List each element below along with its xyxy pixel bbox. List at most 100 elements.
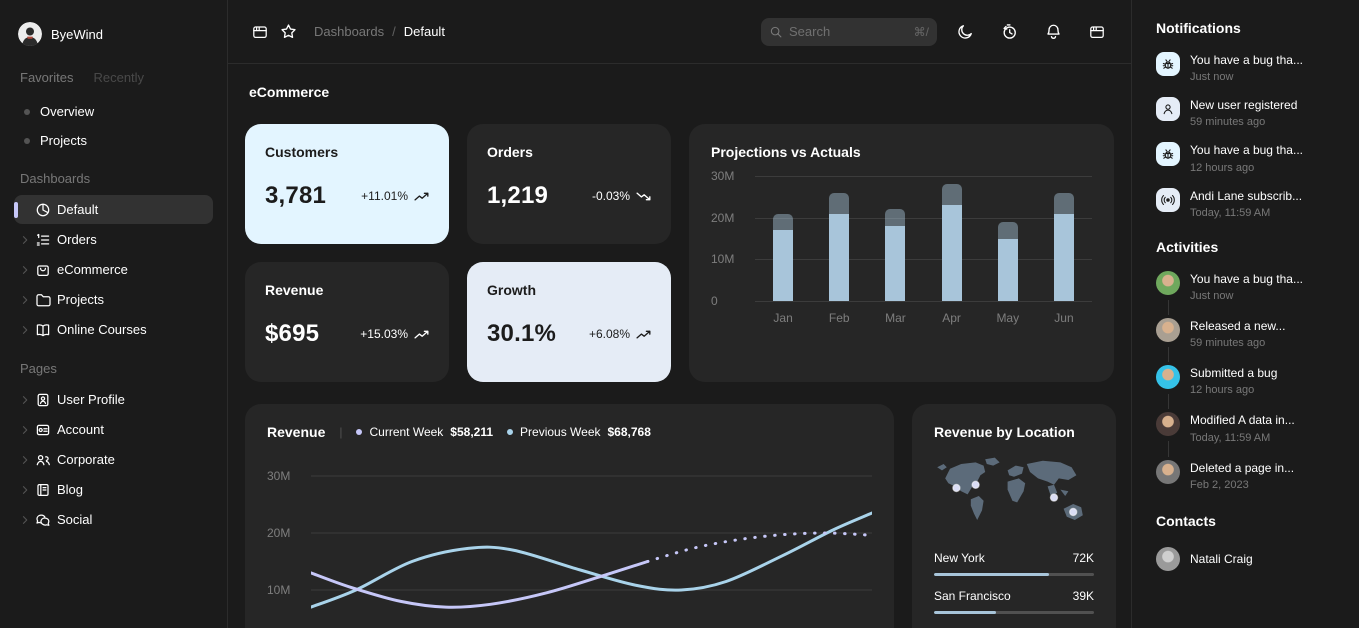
activity-item[interactable]: Modified A data in... Today, 11:59 AM [1146,408,1345,457]
sidebar-toggle-button[interactable] [246,18,274,46]
notification-title: You have a bug tha... [1190,143,1303,158]
stat-card-growth[interactable]: Growth 30.1% +6.08% [467,262,671,382]
sidebar-item-user-profile[interactable]: User Profile [14,385,213,414]
search-box[interactable]: ⌘/ [761,17,937,46]
breadcrumb-current[interactable]: Default [403,24,445,39]
notifications-list: You have a bug tha... Just now New user re… [1146,48,1345,229]
trend-down-icon [636,192,651,201]
x-axis-label: Jan [773,311,793,325]
notification-text: Andi Lane subscrib... Today, 11:59 AM [1190,188,1302,219]
activity-item[interactable]: Deleted a page in... Feb 2, 2023 [1146,456,1345,503]
activities-title: Activities [1156,238,1219,255]
legend-dot-current [356,429,363,435]
sidebar-item-default[interactable]: Default [14,195,213,224]
notification-time: 12 hours ago [1190,161,1255,174]
activity-text: Modified A data in... Today, 11:59 AM [1190,412,1295,443]
sidebar-item-orders[interactable]: Orders [14,225,213,254]
bullet-dot-icon [24,137,30,144]
right-panel-toggle-button[interactable] [1083,18,1111,46]
sidebar-item-overview[interactable]: Overview [14,97,213,126]
list-numbered-icon [35,232,51,248]
activity-item[interactable]: Released a new... 59 minutes ago [1146,314,1345,363]
breadcrumb: Dashboards / Default [314,24,445,39]
bar-projection-segment [941,184,962,206]
activity-avatar [1156,412,1180,437]
star-icon [280,23,297,40]
legend-current-week: Current Week $58,211 [356,425,493,439]
topbar: Dashboards / Default ⌘/ [228,0,1131,64]
location-bar-track [934,573,1094,576]
projections-vs-actuals-card: Projections vs Actuals 30M 20M 10M 0 Jan Feb… [689,124,1114,382]
gridline [755,176,1092,177]
favorite-button[interactable] [274,18,302,46]
legend-previous-week: Previous Week $68,768 [507,425,651,439]
stat-delta: +11.01% [361,189,429,203]
sidebar-item-label: Corporate [57,452,115,467]
revenue-card: Revenue | Current Week $58,211 Previous … [245,404,894,628]
bar-may [997,221,1018,301]
sidebar-sections: Dashboards Default Orders eCommerce Projects… [14,155,213,534]
bar-jun [1053,192,1074,301]
y-axis-tick: 20M [267,526,291,540]
sidebar-item-projects[interactable]: Projects [14,285,213,314]
stat-card-revenue[interactable]: Revenue $695 +15.03% [245,262,449,382]
notification-item[interactable]: Andi Lane subscrib... Today, 11:59 AM [1146,184,1345,229]
bar-projection-segment [1053,192,1074,214]
tab-favorites[interactable]: Favorites [20,70,74,85]
projections-chart-title: Projections vs Actuals [711,144,861,160]
sidebar-item-projects[interactable]: Projects [14,126,213,155]
sidebar-item-label: eCommerce [57,262,128,277]
activity-text: Deleted a page in... Feb 2, 2023 [1190,460,1294,491]
activities-list: You have a bug tha... Just now Released a … [1146,267,1345,503]
activity-title: Released a new... [1190,318,1286,333]
chevron-right-icon [18,323,35,337]
stat-card-orders[interactable]: Orders 1,219 -0.03% [467,124,671,244]
sidebar-item-blog[interactable]: Blog [14,475,213,504]
stat-card-customers[interactable]: Customers 3,781 +11.01% [245,124,449,244]
bar-actual-segment [829,213,850,301]
legend-previous-value: $68,768 [607,425,651,439]
map-marker [952,483,961,493]
panel-icon [1089,24,1105,40]
tab-recently[interactable]: Recently [93,70,145,85]
sidebar-item-label: Account [57,422,104,437]
revenue-by-location-card: Revenue by Location New York 72K San Franc… [912,404,1116,628]
contact-item[interactable]: Natali Craig [1146,541,1345,577]
chevron-right-icon [18,513,35,527]
sidebar: ByeWind Favorites Recently Overview Proje… [0,0,228,628]
sidebar-item-social[interactable]: Social [14,505,213,534]
sidebar-item-corporate[interactable]: Corporate [14,445,213,474]
stat-delta: +6.08% [589,327,651,341]
notifications-button[interactable] [1039,18,1067,46]
id-badge-icon [35,422,51,438]
activity-time: 59 minutes ago [1190,337,1266,350]
sidebar-item-online-courses[interactable]: Online Courses [14,315,213,344]
users-icon [35,452,51,468]
sidebar-item-label: Blog [57,482,84,497]
gridline [755,259,1092,261]
sidebar-item-ecommerce[interactable]: eCommerce [14,255,213,284]
breadcrumb-parent[interactable]: Dashboards [314,24,385,39]
chevron-right-icon [18,483,35,497]
notification-item[interactable]: You have a bug tha... 12 hours ago [1146,138,1345,183]
y-axis-tick: 10M [711,252,735,267]
history-button[interactable] [995,18,1023,46]
bar-jan [773,213,794,301]
notification-title: New user registered [1190,98,1298,113]
activity-text: Submitted a bug 12 hours ago [1190,365,1277,396]
bug-icon [1156,142,1180,167]
trend-up-icon [636,330,651,339]
brand[interactable]: ByeWind [14,16,213,52]
notification-item[interactable]: New user registered 59 minutes ago [1146,93,1345,138]
main-column: Dashboards / Default ⌘/ eCommerce Custom… [228,0,1131,628]
notification-item[interactable]: You have a bug tha... Just now [1146,48,1345,93]
map-marker [1069,507,1078,517]
legend-separator: | [339,425,343,439]
theme-toggle-button[interactable] [951,18,979,46]
location-line: San Francisco 39K [934,589,1094,603]
search-input[interactable] [789,24,908,39]
activity-item[interactable]: Submitted a bug 12 hours ago [1146,361,1345,410]
sidebar-item-account[interactable]: Account [14,415,213,444]
activity-item[interactable]: You have a bug tha... Just now [1146,267,1345,316]
map-marker [1049,493,1059,502]
